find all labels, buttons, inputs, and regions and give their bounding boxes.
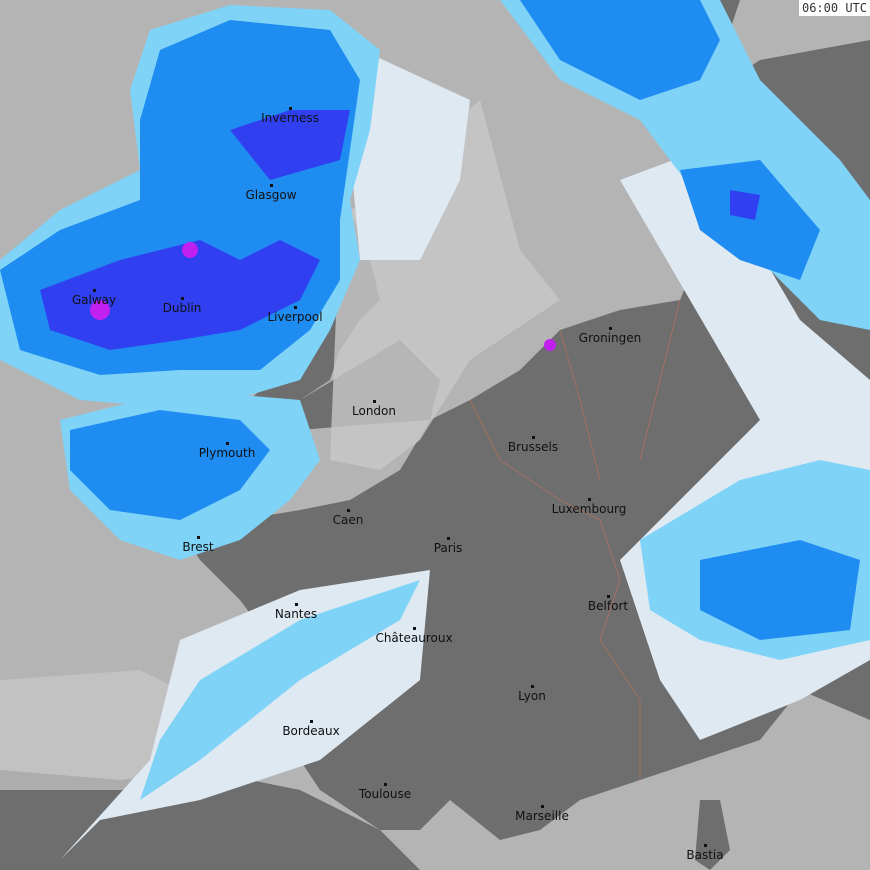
city-dot	[704, 844, 707, 847]
city-label-galway: Galway	[71, 293, 117, 307]
city-label-london: London	[352, 404, 396, 418]
city-label-inverness: Inverness	[261, 111, 319, 125]
city-label-bastia: Bastia	[686, 848, 724, 862]
city-label-nantes: Nantes	[274, 607, 318, 621]
city-label-bordeaux: Bordeaux	[282, 724, 340, 738]
city-label-lyon: Lyon	[518, 689, 546, 703]
city-dot	[197, 536, 200, 539]
city-dot	[93, 289, 96, 292]
city-dot	[226, 442, 229, 445]
city-label-plymouth: Plymouth	[198, 446, 256, 460]
city-dot	[447, 537, 450, 540]
city-label-brest: Brest	[182, 540, 214, 554]
city-label-toulouse: Toulouse	[358, 787, 412, 801]
city-dot	[310, 720, 313, 723]
city-dot	[347, 509, 350, 512]
city-label-marseille: Marseille	[515, 809, 569, 823]
city-dot	[609, 327, 612, 330]
city-label-dublin: Dublin	[162, 301, 202, 315]
city-label-luxembourg: Luxembourg	[551, 502, 627, 516]
city-dot	[373, 400, 376, 403]
timestamp-label: 06:00 UTC	[798, 0, 870, 16]
city-dot	[607, 595, 610, 598]
city-dot	[294, 306, 297, 309]
city-dot	[532, 436, 535, 439]
city-dot	[531, 685, 534, 688]
city-label-caen: Caen	[332, 513, 364, 527]
city-dot	[270, 184, 273, 187]
city-dot	[289, 107, 292, 110]
city-label-belfort: Belfort	[587, 599, 629, 613]
city-label-groningen: Groningen	[578, 331, 642, 345]
city-label-liverpool: Liverpool	[267, 310, 323, 324]
city-label-paris: Paris	[433, 541, 463, 555]
national-borders	[469, 299, 681, 780]
city-dot	[588, 498, 591, 501]
city-dot	[295, 603, 298, 606]
city-label-châteauroux: Châteauroux	[375, 631, 453, 645]
city-label-brussels: Brussels	[507, 440, 559, 454]
city-dot	[541, 805, 544, 808]
city-label-glasgow: Glasgow	[245, 188, 297, 202]
land-corsica	[695, 800, 730, 870]
city-dot	[413, 627, 416, 630]
city-dot	[384, 783, 387, 786]
land-iberia	[0, 770, 420, 870]
city-dot	[181, 297, 184, 300]
